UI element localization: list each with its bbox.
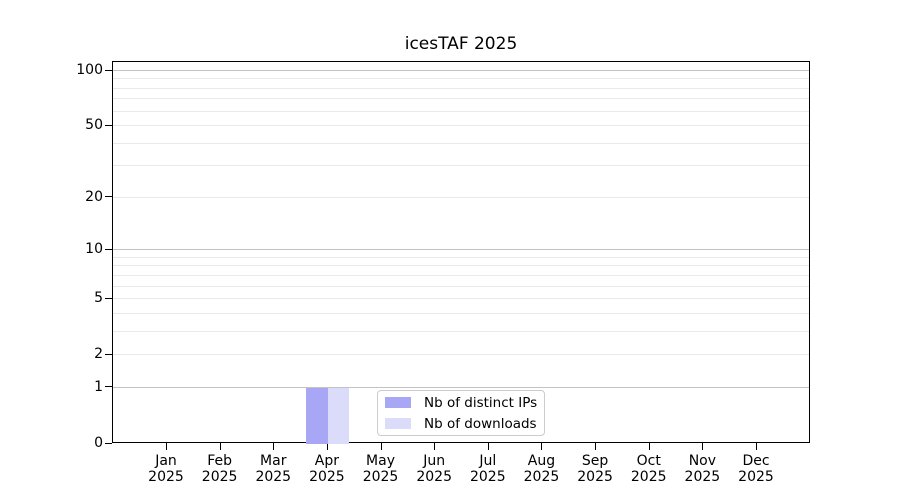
legend-label: Nb of downloads [424,415,537,432]
x-tick-mark [756,443,757,450]
y-tick-label: 50 [85,117,103,134]
x-tick-mark [219,443,221,450]
gridline-minor [113,265,809,267]
x-tick-label: Nov 2025 [684,453,721,485]
x-tick-label: Apr 2025 [309,453,345,485]
x-tick-label: Mar 2025 [255,453,292,485]
gridline-minor [113,125,809,127]
x-tick-label: Jan 2025 [148,453,184,485]
y-tick-label: 10 [85,241,103,258]
x-tick-mark [541,443,543,450]
gridline-minor [113,110,809,112]
y-tick-label: 100 [76,62,103,78]
x-tick-label: Jun 2025 [416,453,452,485]
x-tick-mark [273,443,275,450]
gridline-minor [113,354,809,356]
y-tick-label: 2 [94,346,103,363]
y-tick-mark [105,196,112,198]
legend-swatch [385,418,411,429]
x-tick-mark [648,443,650,450]
gridline-minor [113,312,809,314]
gridline-minor [113,285,809,287]
gridline-major [113,249,809,251]
bar-distinct-ips [306,387,328,444]
legend-item: Nb of distinct IPs [385,395,544,411]
gridline-minor [113,78,809,80]
y-tick-mark [105,124,112,126]
gridline-minor [113,98,809,100]
x-tick-mark [487,443,489,450]
legend-item: Nb of downloads [385,416,544,432]
chart-title: icesTAF 2025 [404,34,518,54]
x-tick-label: Sep 2025 [577,453,613,485]
y-tick-mark [105,353,112,355]
x-tick-label: Jul 2025 [469,453,506,485]
y-tick-mark [105,69,112,71]
gridline-major [113,386,809,388]
y-tick-mark [105,386,112,388]
x-tick-mark [166,443,167,450]
legend: Nb of distinct IPs Nb of downloads [377,390,545,436]
gridline-minor [113,256,809,258]
gridline-minor [113,274,809,276]
x-tick-mark [595,443,597,450]
x-tick-label: May 2025 [362,453,399,485]
gridline-minor [113,87,809,89]
x-tick-mark [380,443,382,450]
y-tick-label: 20 [85,188,103,205]
y-tick-label: 0 [94,435,103,451]
gridline-minor [113,165,809,167]
x-tick-mark [702,443,704,450]
x-tick-label: Dec 2025 [738,453,774,485]
y-tick-label: 5 [94,290,103,307]
gridline-minor [113,330,809,332]
y-tick-label: 1 [94,378,103,395]
x-tick-label: Feb 2025 [201,453,238,485]
legend-label: Nb of distinct IPs [424,394,538,411]
y-tick-mark [105,442,112,444]
gridline-major [113,70,809,71]
plot-area [112,61,810,444]
y-tick-mark [105,297,112,299]
x-tick-mark [326,443,328,450]
legend-swatch [385,397,411,408]
gridline-minor [113,298,809,300]
gridline-minor [113,142,809,144]
bar-downloads [327,387,350,444]
gridline-minor [113,196,809,198]
x-tick-mark [434,443,436,450]
y-tick-mark [105,248,112,250]
x-tick-label: Oct 2025 [630,453,667,485]
x-tick-label: Aug 2025 [523,453,560,485]
